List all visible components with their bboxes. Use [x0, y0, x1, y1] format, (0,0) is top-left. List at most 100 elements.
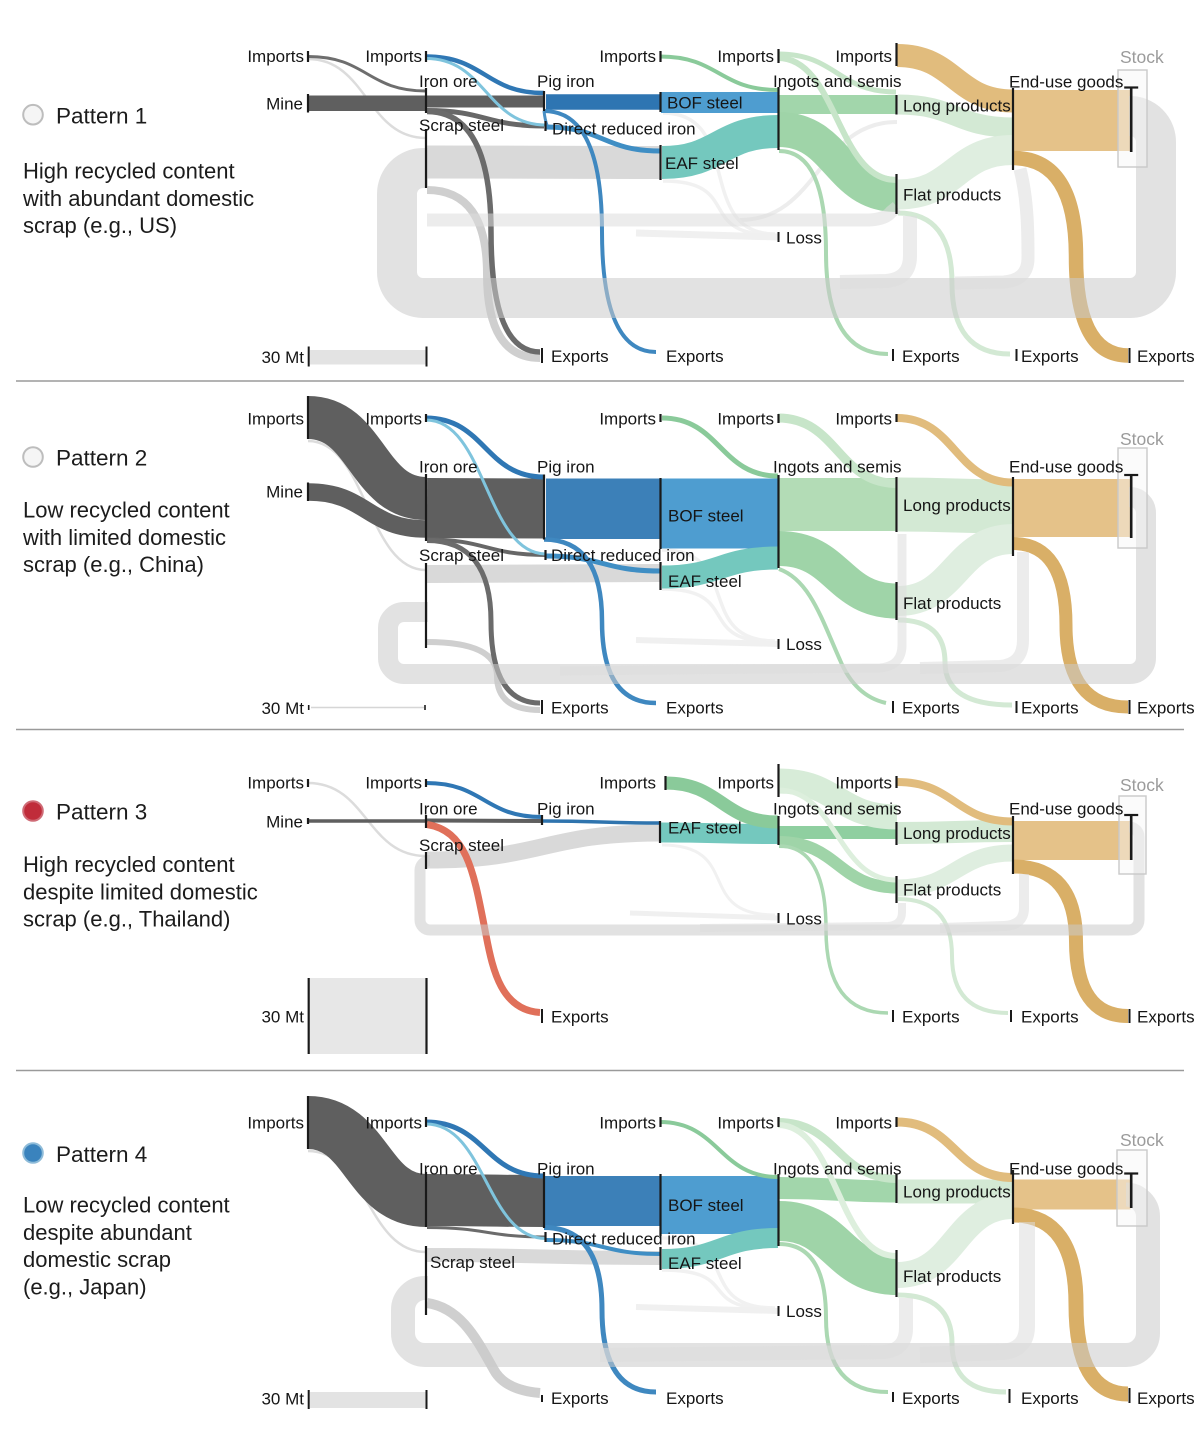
svg-text:(e.g., Japan): (e.g., Japan)	[23, 1274, 147, 1299]
svg-text:Imports: Imports	[599, 410, 656, 429]
svg-text:scrap (e.g., Thailand): scrap (e.g., Thailand)	[23, 907, 230, 932]
svg-text:Pig iron: Pig iron	[537, 458, 595, 477]
svg-text:Imports: Imports	[599, 774, 656, 793]
svg-text:Pattern 3: Pattern 3	[56, 800, 147, 825]
svg-text:Exports: Exports	[666, 347, 724, 366]
svg-text:Long products: Long products	[903, 97, 1011, 116]
svg-text:Imports: Imports	[365, 774, 422, 793]
svg-text:Low recycled content: Low recycled content	[23, 1193, 230, 1218]
svg-text:30 Mt: 30 Mt	[261, 1390, 304, 1409]
svg-text:Imports: Imports	[599, 1114, 656, 1133]
svg-text:Stock: Stock	[1120, 429, 1164, 449]
svg-text:Exports: Exports	[666, 1389, 724, 1408]
svg-text:despite limited domestic: despite limited domestic	[23, 879, 258, 904]
svg-text:High recycled content: High recycled content	[23, 159, 235, 184]
svg-text:Mine: Mine	[266, 483, 303, 502]
svg-text:BOF steel: BOF steel	[667, 94, 743, 113]
svg-text:Long products: Long products	[903, 1183, 1011, 1202]
svg-text:Ingots and semis: Ingots and semis	[773, 72, 902, 91]
svg-text:Pattern 4: Pattern 4	[56, 1142, 147, 1167]
svg-text:Flat products: Flat products	[903, 186, 1001, 205]
svg-text:Exports: Exports	[1137, 1008, 1195, 1027]
svg-text:Exports: Exports	[551, 1008, 609, 1027]
svg-text:Ingots and semis: Ingots and semis	[773, 800, 902, 819]
svg-text:Stock: Stock	[1120, 775, 1164, 795]
svg-text:Loss: Loss	[786, 229, 822, 248]
svg-text:Exports: Exports	[1021, 1008, 1079, 1027]
svg-text:Mine: Mine	[266, 95, 303, 114]
svg-text:Pattern 2: Pattern 2	[56, 446, 147, 471]
svg-text:Flat products: Flat products	[903, 594, 1001, 613]
svg-text:BOF steel: BOF steel	[668, 1196, 744, 1215]
svg-text:EAF steel: EAF steel	[668, 1254, 742, 1273]
svg-text:Loss: Loss	[786, 910, 822, 929]
svg-text:Imports: Imports	[717, 410, 774, 429]
svg-text:Scrap steel: Scrap steel	[419, 546, 504, 565]
svg-text:Exports: Exports	[1021, 699, 1079, 718]
svg-text:Scrap steel: Scrap steel	[430, 1253, 515, 1272]
svg-text:Imports: Imports	[835, 1114, 892, 1133]
svg-text:Direct reduced iron: Direct reduced iron	[551, 546, 695, 565]
svg-text:Exports: Exports	[1137, 1389, 1195, 1408]
svg-text:Stock: Stock	[1120, 47, 1164, 67]
svg-text:End-use goods: End-use goods	[1009, 1160, 1123, 1179]
svg-text:Exports: Exports	[1137, 699, 1195, 718]
svg-text:EAF steel: EAF steel	[665, 154, 739, 173]
svg-text:Iron ore: Iron ore	[419, 1160, 478, 1179]
svg-text:Loss: Loss	[786, 1302, 822, 1321]
svg-text:Imports: Imports	[835, 410, 892, 429]
svg-text:Imports: Imports	[365, 1114, 422, 1133]
svg-text:BOF steel: BOF steel	[668, 507, 744, 526]
svg-text:Imports: Imports	[365, 47, 422, 66]
svg-text:Imports: Imports	[599, 47, 656, 66]
svg-text:30 Mt: 30 Mt	[261, 699, 304, 718]
svg-text:Loss: Loss	[786, 635, 822, 654]
svg-text:domestic scrap: domestic scrap	[23, 1247, 171, 1272]
svg-text:30 Mt: 30 Mt	[261, 1008, 304, 1027]
svg-text:Imports: Imports	[365, 410, 422, 429]
svg-text:Exports: Exports	[902, 347, 960, 366]
svg-text:Flat products: Flat products	[903, 1267, 1001, 1286]
svg-text:Pattern 1: Pattern 1	[56, 104, 147, 129]
svg-text:Imports: Imports	[717, 1114, 774, 1133]
svg-text:EAF steel: EAF steel	[668, 572, 742, 591]
svg-text:Mine: Mine	[266, 813, 303, 832]
svg-text:Exports: Exports	[1021, 1389, 1079, 1408]
svg-text:Exports: Exports	[551, 699, 609, 718]
svg-text:Exports: Exports	[902, 1008, 960, 1027]
svg-text:Imports: Imports	[835, 774, 892, 793]
svg-text:Iron ore: Iron ore	[419, 800, 478, 819]
svg-text:despite abundant: despite abundant	[23, 1220, 192, 1245]
svg-text:scrap (e.g., US): scrap (e.g., US)	[23, 213, 177, 238]
svg-text:Direct reduced iron: Direct reduced iron	[552, 1230, 696, 1249]
svg-text:Exports: Exports	[902, 699, 960, 718]
svg-text:Flat products: Flat products	[903, 881, 1001, 900]
svg-text:Imports: Imports	[247, 47, 304, 66]
svg-text:End-use goods: End-use goods	[1009, 800, 1123, 819]
svg-text:Pig iron: Pig iron	[537, 72, 595, 91]
svg-text:Imports: Imports	[247, 1114, 304, 1133]
svg-text:Imports: Imports	[717, 774, 774, 793]
svg-text:Scrap steel: Scrap steel	[419, 116, 504, 135]
svg-text:Exports: Exports	[1137, 347, 1195, 366]
svg-text:Exports: Exports	[902, 1389, 960, 1408]
svg-text:Exports: Exports	[666, 699, 724, 718]
svg-text:Pig iron: Pig iron	[537, 1160, 595, 1179]
svg-text:scrap (e.g., China): scrap (e.g., China)	[23, 552, 204, 577]
svg-text:End-use goods: End-use goods	[1009, 458, 1123, 477]
svg-text:Pig iron: Pig iron	[537, 800, 595, 819]
svg-text:Iron ore: Iron ore	[419, 458, 478, 477]
svg-text:Imports: Imports	[835, 47, 892, 66]
svg-text:Long products: Long products	[903, 824, 1011, 843]
svg-text:Ingots and semis: Ingots and semis	[773, 458, 902, 477]
svg-text:Exports: Exports	[1021, 347, 1079, 366]
svg-text:Exports: Exports	[551, 1389, 609, 1408]
svg-text:with limited domestic: with limited domestic	[22, 525, 226, 550]
svg-text:Exports: Exports	[551, 347, 609, 366]
svg-text:Long products: Long products	[903, 496, 1011, 515]
svg-text:Scrap steel: Scrap steel	[419, 836, 504, 855]
svg-text:End-use goods: End-use goods	[1009, 73, 1123, 92]
svg-text:Stock: Stock	[1120, 1130, 1164, 1150]
svg-text:30 Mt: 30 Mt	[261, 348, 304, 367]
svg-text:Iron ore: Iron ore	[419, 72, 478, 91]
